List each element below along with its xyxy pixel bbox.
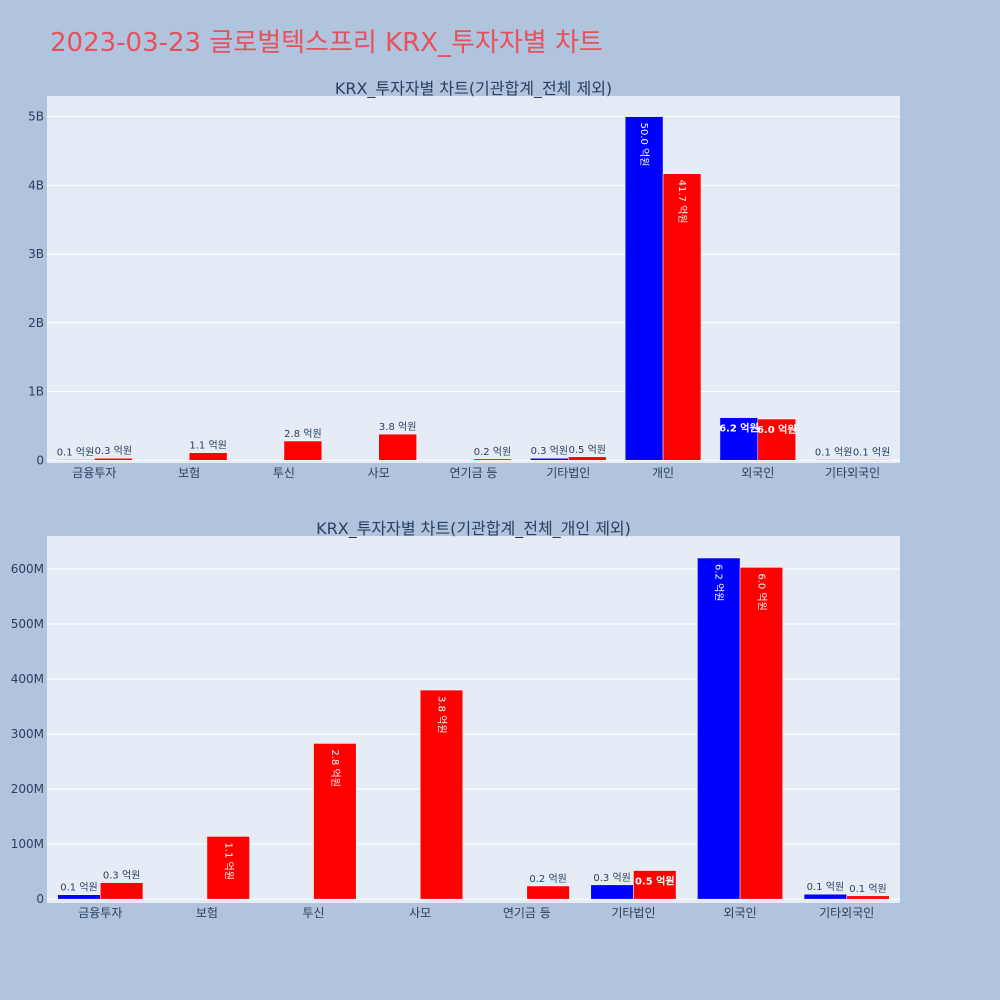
y-tick-label: 2B — [28, 316, 44, 330]
bar — [283, 440, 323, 461]
data-label: 0.1 억원 — [853, 447, 890, 459]
y-tick-label: 1B — [28, 385, 44, 399]
data-label: 0.5 억원 — [568, 444, 605, 456]
data-label: 0.1 억원 — [60, 882, 97, 894]
data-label: 0.1 억원 — [849, 883, 886, 895]
bar — [313, 743, 357, 900]
y-tick-label: 0 — [36, 892, 44, 906]
data-label: 2.8 억원 — [329, 749, 341, 786]
x-tick-label: 연기금 등 — [503, 906, 551, 920]
chart-krx-excluding-institution-total: 0 1B 2B 3B 4B 5B KRX_투자자별 차트(기관합계_전체 제외) 금융투자 0.… — [28, 79, 900, 480]
x-tick-label: 투신 — [303, 906, 325, 920]
data-label: 0.2 억원 — [474, 446, 511, 458]
y-tick-label: 300M — [11, 727, 44, 741]
y-tick-label: 100M — [11, 837, 44, 851]
bar — [473, 458, 512, 461]
y-tick-label: 0 — [36, 453, 44, 467]
x-tick-label: 기타외국인 — [825, 466, 880, 480]
data-label: 6.0 억원 — [757, 423, 797, 436]
data-label: 0.1 억원 — [815, 447, 852, 459]
data-label: 3.8 억원 — [436, 696, 448, 733]
x-tick-label: 금융투자 — [78, 906, 122, 920]
data-label: 0.3 억원 — [103, 870, 140, 882]
y-tick-label: 5B — [28, 110, 44, 124]
data-label: 3.8 억원 — [379, 421, 416, 433]
plot-area — [47, 96, 900, 463]
bar — [757, 418, 796, 461]
data-label: 6.2 억원 — [719, 422, 759, 435]
y-tick-label: 500M — [11, 617, 44, 631]
bar — [590, 884, 634, 900]
x-tick-label: 외국인 — [741, 466, 774, 480]
x-tick-label: 연기금 등 — [450, 466, 498, 480]
data-label: 1.1 억원 — [222, 842, 234, 879]
x-tick-label: 개인 — [652, 466, 674, 480]
bar — [568, 456, 607, 461]
x-tick-label: 투신 — [273, 466, 295, 480]
bar — [803, 893, 847, 900]
bar — [56, 459, 95, 461]
chart-krx-excluding-institution-total-and-individual: 0 100M 200M 300M 400M 500M 600M KRX_투자자별 차트(기관합… — [11, 519, 900, 920]
x-tick-label: 사모 — [368, 466, 390, 480]
page-title: 2023-03-23 글로벌텍스프리 KRX_투자자별 차트 — [50, 28, 603, 58]
data-label: 0.1 억원 — [57, 447, 94, 459]
bar — [206, 836, 250, 900]
bar — [662, 173, 702, 461]
bar — [378, 433, 417, 461]
bar — [100, 882, 144, 900]
y-tick-label: 200M — [11, 782, 44, 796]
bar — [188, 452, 228, 461]
data-label: 0.3 억원 — [593, 872, 630, 884]
y-tick-label: 400M — [11, 672, 44, 686]
y-tick-label: 3B — [28, 247, 44, 261]
data-label: 0.3 억원 — [95, 445, 132, 457]
x-tick-label: 사모 — [409, 906, 431, 920]
bar — [852, 459, 891, 461]
x-tick-label: 보험 — [178, 466, 200, 480]
x-tick-label: 기타법인 — [546, 466, 590, 480]
chart-title: KRX_투자자별 차트(기관합계_전체_개인 제외) — [316, 519, 631, 539]
data-label: 50.0 억원 — [638, 123, 650, 167]
x-tick-label: 기타법인 — [611, 906, 655, 920]
data-label: 1.1 억원 — [189, 440, 226, 452]
data-label: 0.1 억원 — [807, 881, 844, 893]
data-label: 0.5 억원 — [635, 875, 675, 888]
bar — [814, 459, 853, 461]
chart-title: KRX_투자자별 차트(기관합계_전체 제외) — [335, 79, 612, 99]
bar — [739, 567, 783, 900]
x-tick-label: 기타외국인 — [819, 906, 874, 920]
data-label: 0.2 억원 — [529, 873, 566, 885]
x-tick-label: 보험 — [196, 906, 218, 920]
bar — [846, 895, 890, 900]
bar — [624, 116, 664, 461]
data-label: 41.7 억원 — [676, 180, 688, 224]
data-label: 2.8 억원 — [284, 428, 321, 440]
bar — [697, 557, 741, 900]
bar — [57, 894, 101, 900]
x-tick-label: 외국인 — [724, 906, 757, 920]
y-tick-label: 4B — [28, 178, 44, 192]
y-tick-label: 600M — [11, 562, 44, 576]
bar — [530, 457, 569, 461]
bar — [419, 689, 464, 900]
bar — [94, 457, 133, 461]
data-label: 6.0 억원 — [755, 573, 767, 610]
data-label: 0.3 억원 — [531, 445, 568, 457]
bar — [526, 885, 570, 900]
data-label: 6.2 억원 — [713, 564, 725, 601]
bar — [719, 417, 759, 461]
x-tick-label: 금융투자 — [72, 466, 116, 480]
bar — [633, 870, 677, 900]
